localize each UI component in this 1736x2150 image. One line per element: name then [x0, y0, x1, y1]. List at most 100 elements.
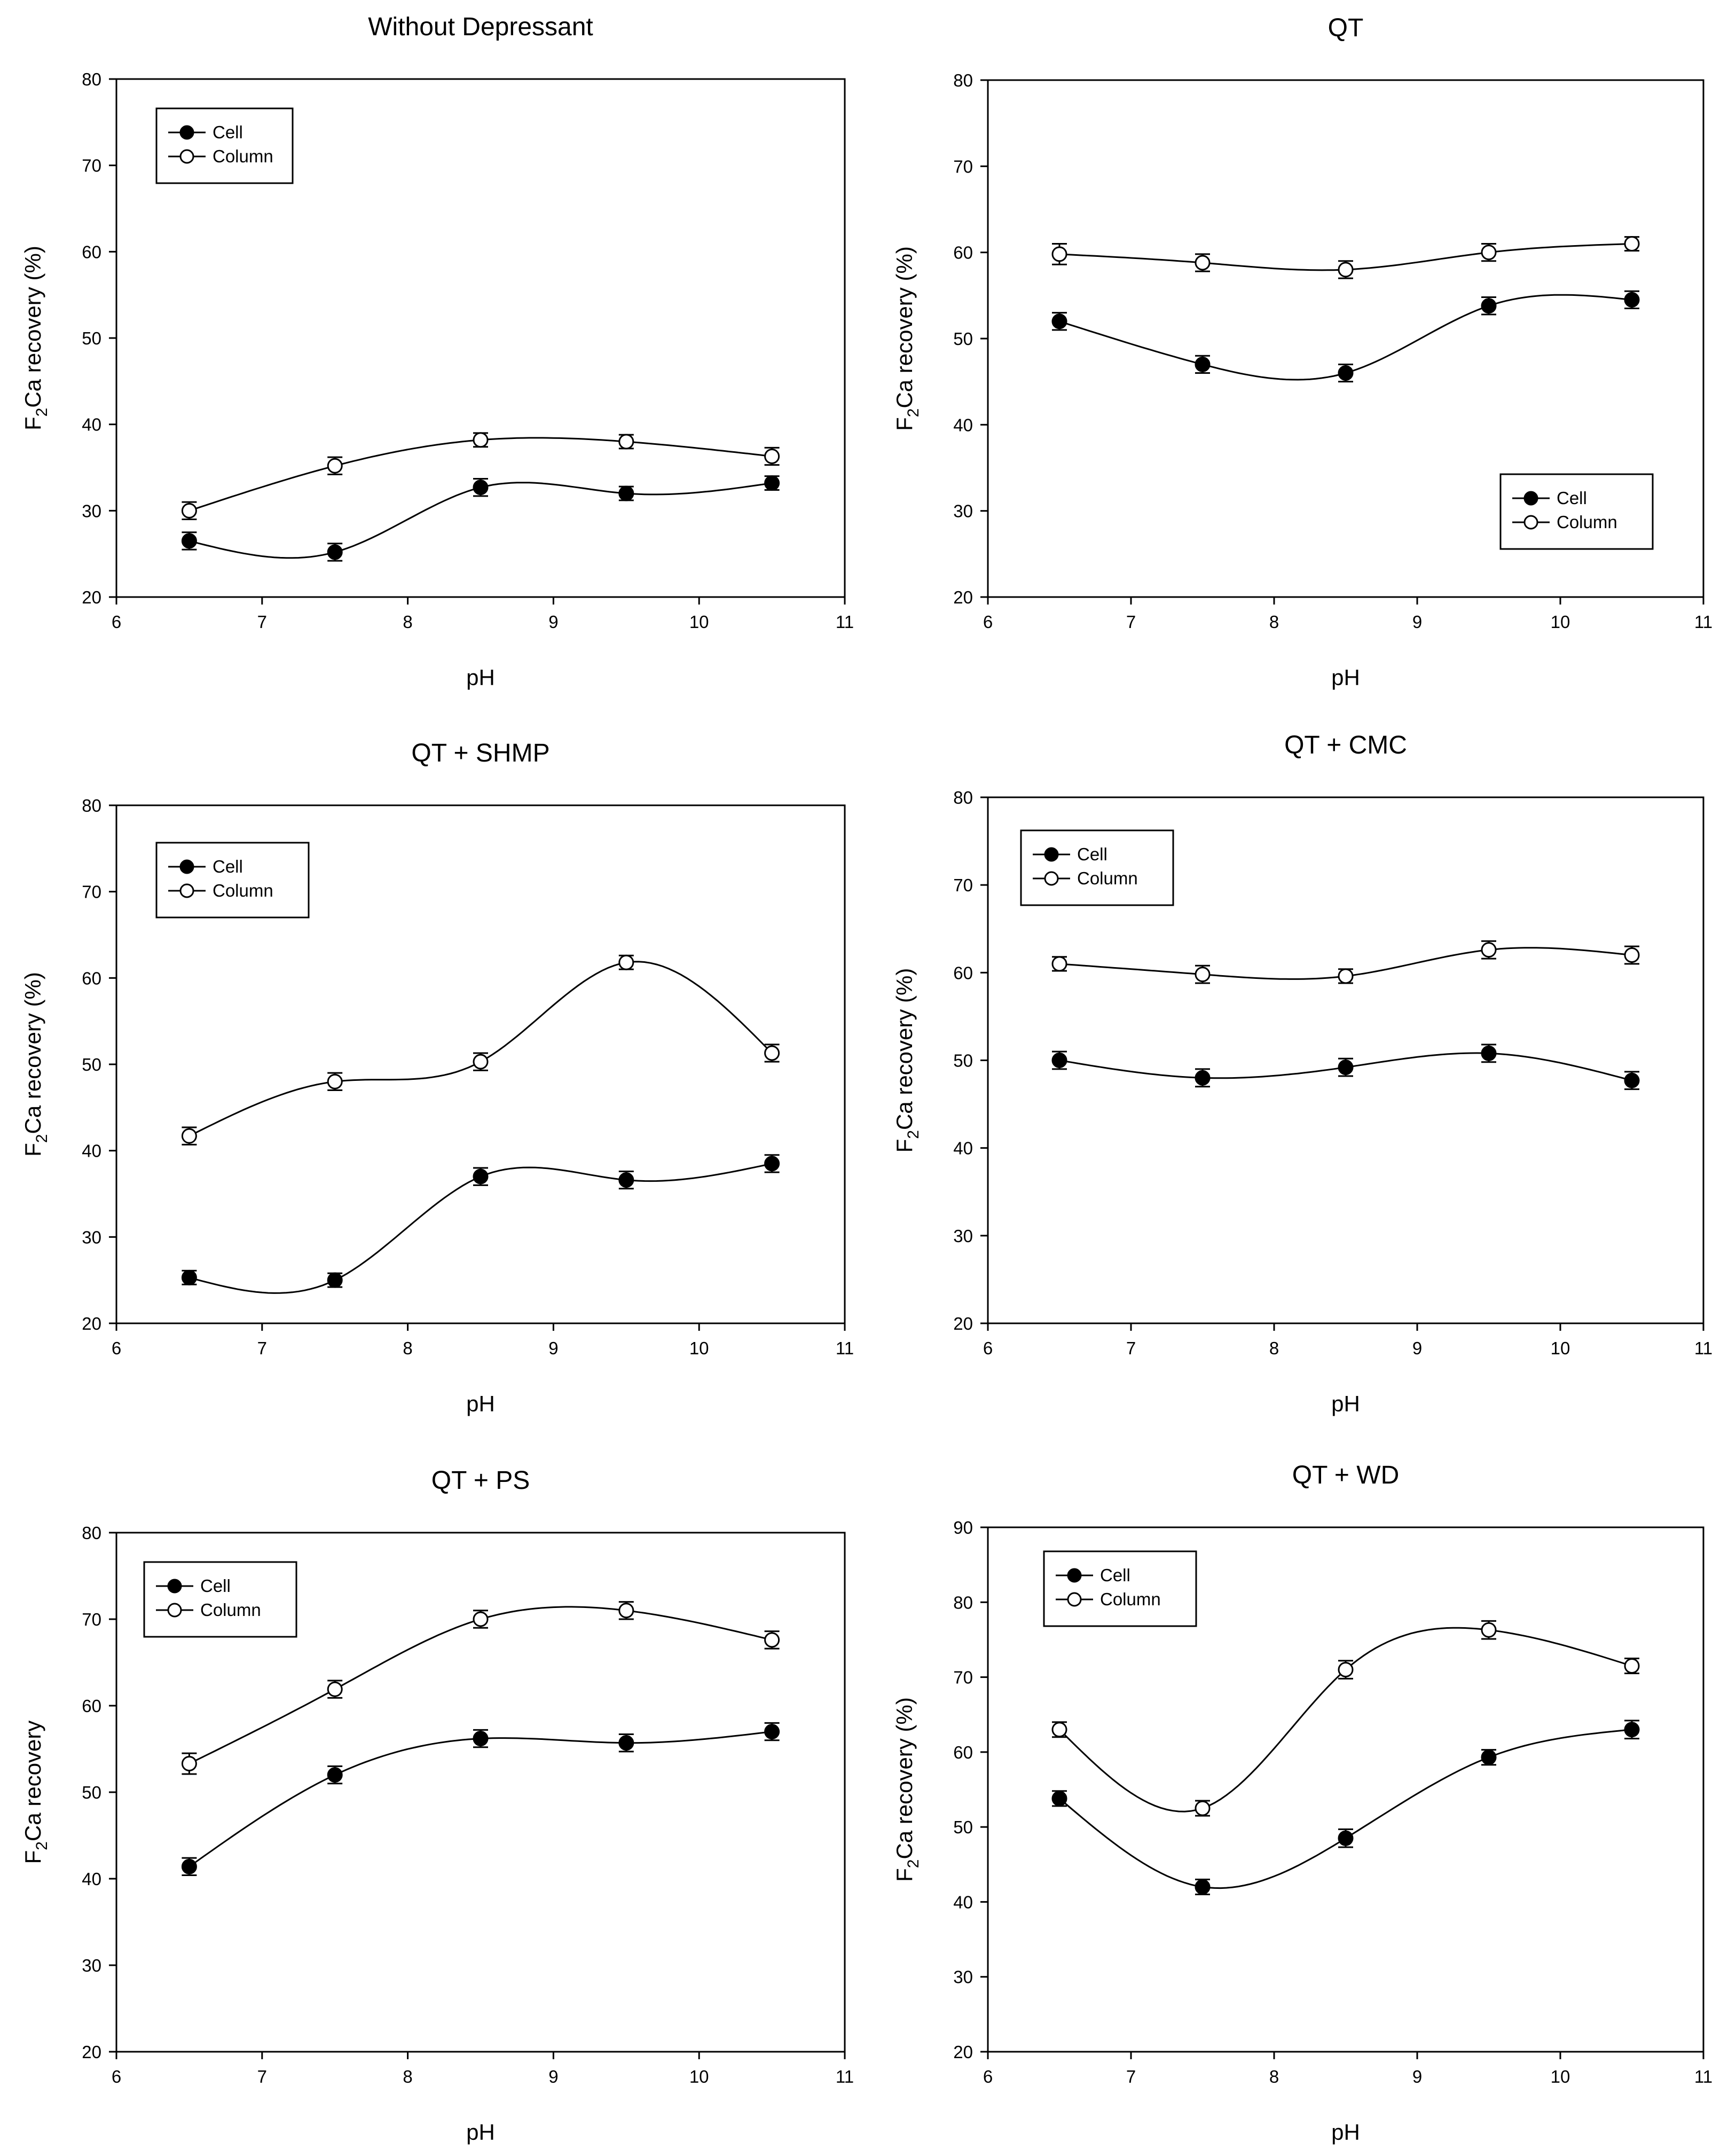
legend: Cell Column: [1499, 473, 1654, 550]
y-axis-label-part: Ca recovery (%): [892, 968, 917, 1130]
y-axis-label-part: Ca recovery (%): [892, 1697, 917, 1859]
x-tick-label: 7: [1126, 612, 1136, 632]
x-tick-label: 10: [689, 1338, 709, 1358]
data-point-open: [327, 1073, 343, 1089]
y-axis-label: F2Ca recovery (%): [892, 246, 922, 431]
y-tick-label: 50: [953, 329, 973, 349]
series-column: [181, 1601, 780, 1775]
y-tick-label: 70: [953, 1668, 973, 1688]
legend-box: [1499, 473, 1654, 550]
data-point-filled: [181, 1269, 197, 1285]
legend-marker-filled: [1523, 491, 1538, 506]
y-tick-label: 80: [953, 1592, 973, 1612]
x-tick-label: 10: [1551, 2067, 1570, 2086]
data-point-open: [181, 503, 197, 519]
legend-label: Column: [1557, 512, 1617, 532]
chart-title: QT: [1328, 14, 1364, 42]
y-tick-label: 80: [953, 70, 973, 90]
data-point-open: [327, 458, 343, 474]
legend-marker-open: [167, 1603, 182, 1618]
x-tick-label: 8: [1269, 1338, 1279, 1358]
data-point-filled: [1051, 313, 1067, 329]
data-point-open: [1481, 245, 1497, 261]
y-axis-label-subscript: 2: [33, 1134, 51, 1143]
data-point-open: [327, 1681, 343, 1697]
series-cell: [1051, 1043, 1640, 1090]
y-tick-label: 90: [953, 1518, 973, 1537]
y-axis-label-part: Ca recovery: [20, 1721, 45, 1841]
x-tick-label: 9: [548, 2067, 558, 2086]
plot-frame: [987, 1526, 1704, 2053]
x-tick-label: 6: [112, 2067, 121, 2086]
data-point-open: [764, 1045, 780, 1061]
chart-title: QT + SHMP: [411, 739, 549, 767]
y-tick-label: 20: [82, 1314, 101, 1333]
series-line: [188, 437, 772, 512]
y-tick-label: 20: [82, 587, 101, 607]
x-axis-label: pH: [1331, 1391, 1360, 1416]
series-cell: [1051, 1720, 1640, 1895]
legend-box: [155, 107, 294, 184]
y-tick-label: 60: [953, 243, 973, 263]
data-point-open: [473, 432, 489, 448]
legend-marker-filled: [179, 859, 194, 874]
data-point-filled: [1051, 1791, 1067, 1807]
y-tick-label: 50: [82, 1783, 101, 1802]
x-tick-label: 9: [1412, 612, 1422, 632]
y-axis-label: F2Ca recovery: [20, 1721, 51, 1864]
y-axis-label-part: F: [20, 417, 45, 430]
y-axis-label-subscript: 2: [905, 1130, 922, 1139]
data-point-open: [1051, 246, 1067, 262]
y-tick-label: 70: [82, 1610, 101, 1629]
data-point-open: [1051, 956, 1067, 972]
y-axis-label: F2Ca recovery (%): [892, 1697, 922, 1882]
series-column: [1051, 1620, 1640, 1817]
data-point-filled: [764, 1724, 780, 1740]
legend-label: Cell: [1100, 1565, 1130, 1585]
x-tick-label: 6: [983, 2067, 993, 2086]
data-point-filled: [473, 1168, 489, 1184]
y-tick-label: 30: [953, 501, 973, 521]
x-tick-label: 9: [1412, 2067, 1422, 2086]
y-tick-label: 20: [953, 2042, 973, 2062]
data-point-filled: [1195, 1070, 1211, 1086]
y-tick-label: 40: [953, 1892, 973, 1912]
legend-label: Cell: [200, 1576, 231, 1596]
y-tick-label: 40: [953, 1139, 973, 1158]
data-point-open: [473, 1054, 489, 1070]
y-tick-label: 20: [953, 587, 973, 607]
y-axis-label-part: F: [892, 1139, 917, 1153]
data-point-filled: [1481, 1749, 1497, 1765]
data-point-filled: [1195, 1879, 1211, 1895]
data-point-open: [618, 1603, 634, 1619]
y-axis-label-part: F: [892, 417, 917, 431]
chart-panel-5: QT + PS 20 30 40 50 60 70 80 6 7 8 9 10 11 pH F2Ca reco…: [20, 1466, 854, 2145]
data-point-open: [618, 434, 634, 450]
legend-label: Column: [1077, 868, 1138, 888]
legend-marker-open: [179, 149, 194, 164]
legend-box: [155, 842, 310, 919]
data-point-open: [1195, 967, 1211, 983]
legend-box: [143, 1561, 297, 1638]
data-point-filled: [181, 533, 197, 549]
x-tick-label: 9: [548, 612, 558, 632]
data-point-filled: [1195, 356, 1211, 372]
y-tick-label: 40: [82, 415, 101, 435]
y-tick-label: 50: [82, 328, 101, 348]
y-tick-label: 80: [82, 796, 101, 815]
y-tick-label: 80: [82, 1523, 101, 1543]
y-tick-label: 40: [82, 1141, 101, 1161]
x-tick-label: 10: [1551, 1338, 1570, 1358]
legend-marker-filled: [179, 125, 194, 140]
y-tick-label: 30: [82, 1227, 101, 1247]
x-tick-label: 6: [983, 612, 993, 632]
data-point-filled: [618, 1735, 634, 1751]
data-point-open: [1481, 942, 1497, 958]
x-tick-label: 7: [257, 2067, 267, 2086]
data-point-filled: [473, 1731, 489, 1747]
legend: Cell Column: [1043, 1550, 1197, 1627]
legend-marker-open: [1044, 871, 1059, 886]
data-point-open: [1481, 1622, 1497, 1638]
y-tick-label: 60: [82, 1696, 101, 1716]
legend-box: [1043, 1550, 1197, 1627]
